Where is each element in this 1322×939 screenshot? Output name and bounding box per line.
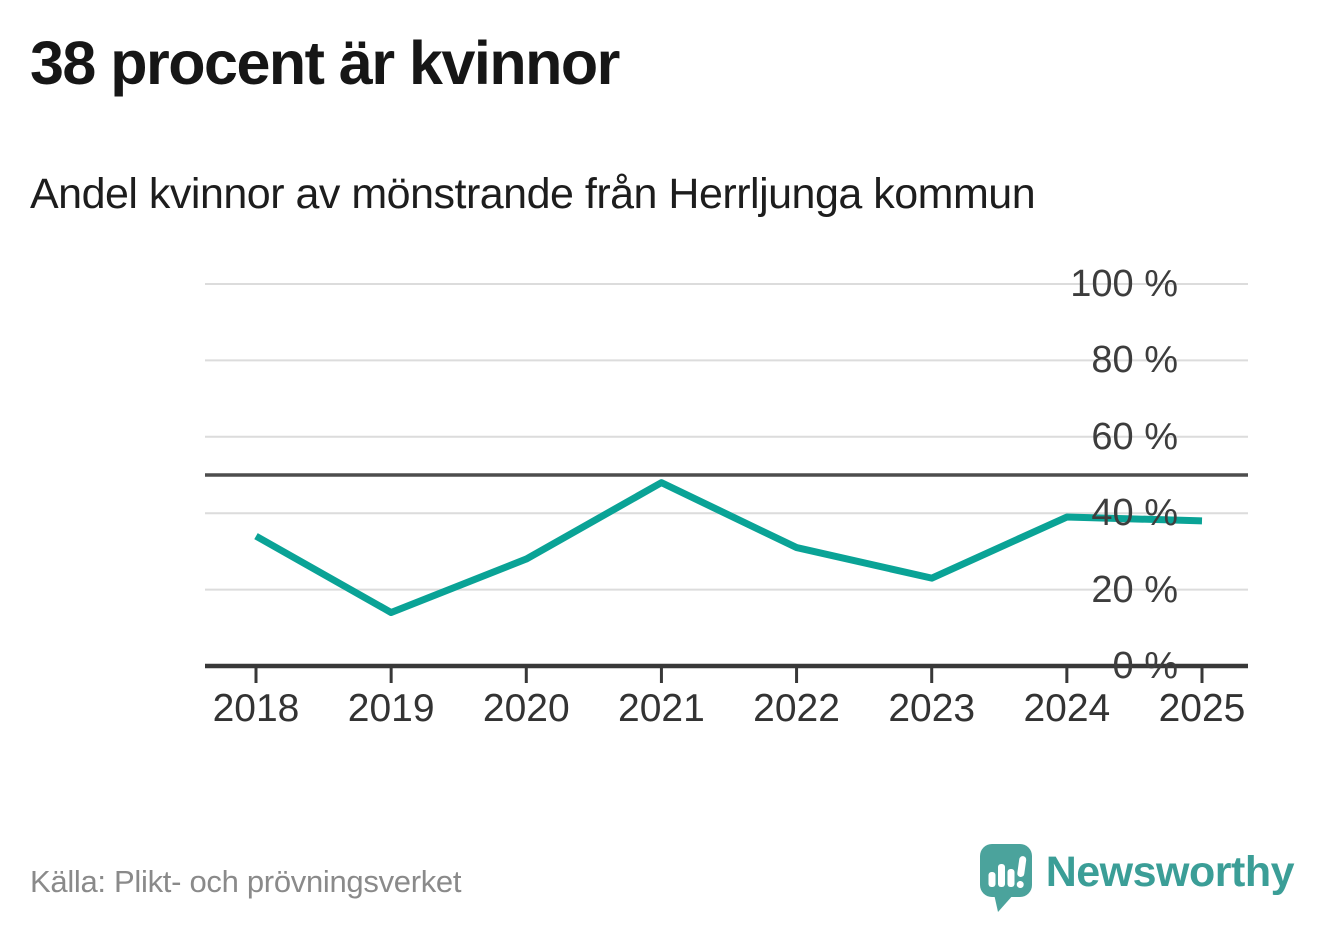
x-tick-label: 2021 bbox=[618, 687, 705, 730]
x-tick-label: 2024 bbox=[1023, 687, 1111, 730]
x-tick-label: 2019 bbox=[347, 687, 435, 730]
y-tick-label: 0 % bbox=[1112, 645, 1178, 687]
newsworthy-logo: Newsworthy bbox=[979, 841, 1295, 914]
source-note: Källa: Plikt- och prövningsverket bbox=[30, 864, 462, 899]
x-tick-label: 2022 bbox=[753, 687, 840, 730]
y-tick-label: 100 % bbox=[1070, 263, 1178, 305]
series-line bbox=[254, 479, 1203, 617]
newsworthy-wordmark: Newsworthy bbox=[1045, 848, 1295, 896]
chart-subtitle: Andel kvinnor av mönstrande från Herrlju… bbox=[30, 170, 1036, 218]
x-tick-label: 2018 bbox=[212, 687, 300, 730]
y-tick-label: 80 % bbox=[1091, 339, 1178, 382]
x-tick-label: 2025 bbox=[1158, 687, 1246, 730]
x-tick-label: 2020 bbox=[482, 687, 570, 730]
y-tick-label: 20 % bbox=[1091, 568, 1178, 611]
speech-bubble-bar-chart-icon bbox=[979, 844, 1032, 912]
chart-title: 38 procent är kvinnor bbox=[30, 29, 620, 97]
x-tick-label: 2023 bbox=[888, 687, 976, 730]
y-tick-label: 60 % bbox=[1091, 415, 1178, 458]
y-tick-label: 40 % bbox=[1091, 492, 1178, 535]
